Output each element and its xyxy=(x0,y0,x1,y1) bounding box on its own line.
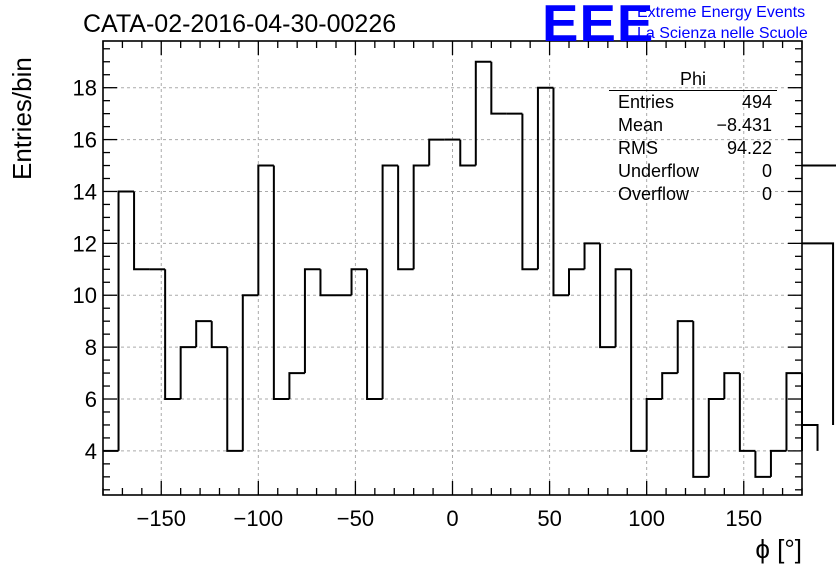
histogram-bin xyxy=(179,346,197,400)
histogram-bin xyxy=(474,60,492,166)
histogram-bin xyxy=(802,164,836,167)
stats-row: Underflow 0 xyxy=(609,160,777,183)
histogram-bin xyxy=(459,139,476,167)
logo-line-1: Extreme Energy Events xyxy=(637,4,806,21)
y-tick-label: 14 xyxy=(73,179,97,204)
histogram-bin xyxy=(412,164,430,270)
histogram-bin xyxy=(802,242,835,425)
histogram-bin xyxy=(676,320,694,374)
histogram-steps xyxy=(103,60,836,478)
stats-row: Overflow 0 xyxy=(609,183,777,206)
histogram-bin xyxy=(692,321,709,478)
histogram-bin xyxy=(226,347,243,452)
y-axis-label: Entries/bin xyxy=(7,57,37,180)
y-tick-label: 12 xyxy=(73,231,97,256)
histogram-bin xyxy=(210,321,228,349)
stats-row: Mean −8.431 xyxy=(609,114,777,137)
histogram-bin xyxy=(319,269,336,297)
y-tick-label: 16 xyxy=(73,128,97,153)
histogram-bin xyxy=(490,61,507,115)
stats-label: Mean xyxy=(618,115,664,135)
x-tick-label: −150 xyxy=(136,506,186,531)
axis-ticks xyxy=(102,41,803,495)
x-tick-label: 0 xyxy=(446,506,458,531)
histogram-bin xyxy=(661,372,678,400)
histogram-bin xyxy=(303,268,321,374)
stats-name: Phi xyxy=(609,68,777,91)
x-tick-label: 50 xyxy=(537,506,561,531)
histogram-bin xyxy=(599,243,616,349)
histogram-bin xyxy=(257,164,274,296)
histogram-bin xyxy=(536,86,554,270)
x-tick-label: 150 xyxy=(725,506,762,531)
histogram-bin xyxy=(117,190,135,451)
logo-line-2: La Scienza nelle Scuole xyxy=(637,25,808,42)
stats-label: Entries xyxy=(618,92,675,112)
y-tick-label: 8 xyxy=(85,335,97,360)
x-tick-label: 100 xyxy=(628,506,665,531)
stats-value: 494 xyxy=(741,92,772,112)
histogram-bin xyxy=(707,398,725,477)
histogram-bin xyxy=(350,268,368,296)
histogram-bin xyxy=(769,449,787,477)
stats-box: Phi Entries 494 Mean −8.431 RMS 94.22 Un… xyxy=(609,68,777,206)
histogram-bin xyxy=(645,398,663,451)
histogram-bin xyxy=(366,269,383,401)
histogram-bin xyxy=(381,164,399,400)
y-tick-label: 18 xyxy=(73,76,97,101)
histogram-bin xyxy=(630,269,647,452)
histogram-bin xyxy=(195,320,212,348)
histogram-bin xyxy=(754,450,771,478)
y-tick-label: 6 xyxy=(85,387,97,412)
histogram-bin xyxy=(521,113,538,271)
histogram-bin xyxy=(133,191,150,271)
y-tick-label: 4 xyxy=(85,439,97,464)
stats-label: RMS xyxy=(618,138,658,158)
histogram-bin xyxy=(614,268,632,348)
histogram-bin xyxy=(272,165,290,401)
chart-title: CATA-02-2016-04-30-00226 xyxy=(83,10,397,38)
x-tick-label: −100 xyxy=(234,506,284,531)
eee-logo: EEE xyxy=(542,0,655,53)
stats-value: −8.431 xyxy=(716,115,772,135)
histogram-bin xyxy=(583,242,601,270)
x-axis-label: ϕ [°] xyxy=(755,534,802,564)
histogram-bin xyxy=(738,373,756,452)
stats-value: 94.22 xyxy=(726,138,772,158)
histogram-bin xyxy=(568,268,585,296)
stats-label: Underflow xyxy=(618,161,700,181)
stats-value: 0 xyxy=(761,184,772,204)
stats-label: Overflow xyxy=(618,184,690,204)
histogram-bin xyxy=(723,372,740,400)
y-tick-label: 10 xyxy=(73,283,97,308)
x-tick-label: −50 xyxy=(337,506,374,531)
axis-tick-labels: −150 −100 −50 0 50 100 150 4 6 8 10 12 14 16 18 xyxy=(73,76,763,531)
stats-value: 0 xyxy=(761,161,772,181)
histogram-bin xyxy=(164,269,181,401)
histogram-bin xyxy=(288,372,305,400)
histogram-bin xyxy=(428,138,445,166)
histogram-bin xyxy=(552,87,569,297)
histogram-bin xyxy=(241,294,259,451)
stats-row: RMS 94.22 xyxy=(609,137,777,160)
histogram-bin xyxy=(802,423,819,451)
stats-row: Entries 494 xyxy=(609,91,777,114)
histogram-bin xyxy=(397,165,414,271)
